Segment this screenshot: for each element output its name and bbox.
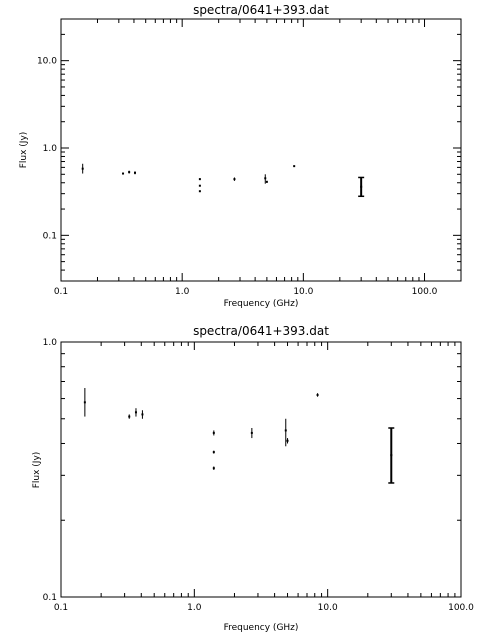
data-point <box>250 431 253 434</box>
data-point <box>293 165 296 168</box>
x-axis-label: Frequency (GHz) <box>224 623 299 633</box>
data-point <box>198 184 201 187</box>
data-point <box>264 177 267 180</box>
y-tick-label: 10.0 <box>37 57 57 67</box>
data-point <box>390 454 393 457</box>
y-axis-label: Flux (Jy) <box>19 132 29 169</box>
y-tick-label: 0.1 <box>43 231 57 241</box>
data-point <box>198 190 201 193</box>
x-tick-label: 0.1 <box>54 287 68 297</box>
data-points <box>81 163 365 198</box>
x-tick-label: 10.0 <box>293 287 313 297</box>
data-point <box>134 411 137 414</box>
data-point <box>81 167 84 170</box>
y-tick-label: 1.0 <box>43 144 58 154</box>
data-point <box>212 467 215 470</box>
chart-title: spectra/0641+393.dat <box>193 324 329 338</box>
data-point <box>212 451 215 454</box>
x-tick-label: 100.0 <box>448 603 474 613</box>
data-point <box>265 180 268 183</box>
chart-title: spectra/0641+393.dat <box>193 3 329 17</box>
x-tick-label: 10.0 <box>318 603 338 613</box>
data-point <box>360 185 363 188</box>
chart-bottom: spectra/0641+393.dat 0.1 1.0 10.0 100.0 0.1 1… <box>32 324 474 633</box>
data-point <box>212 431 215 434</box>
data-point <box>141 413 144 416</box>
x-tick-label: 1.0 <box>187 603 202 613</box>
data-point <box>128 415 131 418</box>
y-axis-label: Flux (Jy) <box>32 452 42 489</box>
data-point <box>198 178 201 181</box>
plot-frame <box>60 18 462 282</box>
chart-top: spectra/0641+393.dat 0.1 1.0 10.0 100.0 0.1 1… <box>19 3 462 309</box>
x-tick-label: 1.0 <box>175 287 190 297</box>
x-axis-label: Frequency (GHz) <box>224 299 299 309</box>
data-point <box>316 393 319 396</box>
data-point <box>122 172 125 175</box>
y-tick-label: 0.1 <box>43 593 57 603</box>
data-point <box>284 429 287 432</box>
x-tick-label: 100.0 <box>412 287 438 297</box>
data-point <box>83 401 86 404</box>
data-point <box>128 171 131 174</box>
plot-frame <box>60 341 462 598</box>
axis-ticks: 0.1 1.0 10.0 100.0 0.1 1.0 <box>43 338 474 613</box>
data-points <box>83 388 395 484</box>
data-point <box>133 171 136 174</box>
data-point <box>233 178 236 181</box>
y-tick-label: 1.0 <box>43 338 58 348</box>
data-point <box>286 439 289 442</box>
axis-ticks: 0.1 1.0 10.0 100.0 0.1 1.0 10.0 <box>37 18 462 297</box>
x-tick-label: 0.1 <box>54 603 68 613</box>
